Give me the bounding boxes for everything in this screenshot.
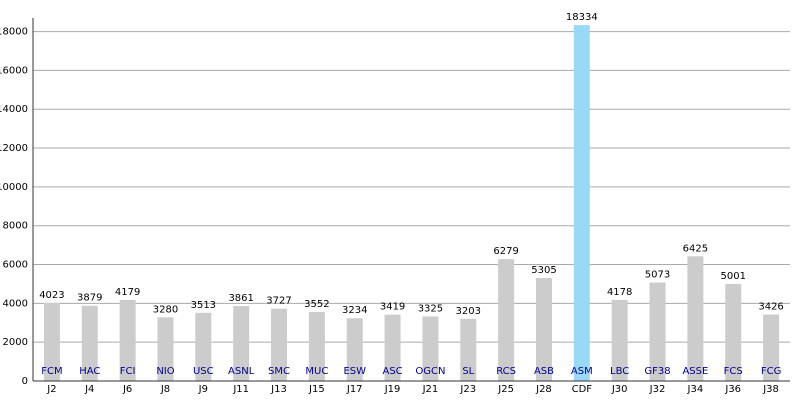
bar — [573, 25, 590, 381]
value-label: 3727 — [266, 296, 291, 307]
bar — [119, 299, 136, 381]
bar-label: ESW — [343, 366, 366, 377]
bar-label: SL — [462, 366, 474, 377]
x-tick-label: J4 — [84, 384, 94, 395]
value-label: 3879 — [77, 293, 102, 304]
x-tick-label: J30 — [611, 384, 628, 395]
value-label: 5305 — [531, 265, 556, 276]
x-tick-label: J9 — [198, 384, 208, 395]
value-label: 3552 — [304, 299, 329, 310]
bar — [687, 256, 704, 381]
x-tick-label: J34 — [687, 384, 704, 395]
value-label: 6425 — [683, 243, 708, 254]
value-label: 3234 — [342, 305, 367, 316]
y-tick-label: 0 — [22, 376, 28, 387]
bar — [535, 278, 552, 381]
bar-label: FCG — [761, 366, 781, 377]
x-tick-label: J8 — [160, 384, 170, 395]
bar — [498, 259, 515, 381]
bar — [81, 305, 98, 381]
bar — [725, 283, 742, 381]
bar-label: GF38 — [644, 366, 670, 377]
value-label: 4179 — [115, 287, 140, 298]
x-tick-label: J38 — [762, 384, 779, 395]
y-tick-label: 14000 — [0, 104, 28, 115]
value-label: 3513 — [191, 300, 216, 311]
value-label: 4178 — [607, 287, 632, 298]
value-label: 3861 — [228, 293, 253, 304]
bar — [195, 312, 212, 381]
value-label: 6279 — [493, 246, 518, 257]
bar-label: SMC — [268, 366, 290, 377]
value-label: 3203 — [456, 306, 481, 317]
bar-label: ASB — [534, 366, 554, 377]
x-tick-label: J21 — [422, 384, 439, 395]
bar — [233, 306, 250, 381]
x-tick-label: J19 — [384, 384, 401, 395]
y-tick-label: 12000 — [0, 143, 28, 154]
bar — [649, 282, 666, 381]
x-tick-label: CDF — [572, 384, 593, 395]
bar-label: MUC — [305, 366, 328, 377]
x-tick-label: J32 — [649, 384, 666, 395]
bar-label: ASSE — [682, 366, 708, 377]
x-tick-label: J25 — [497, 384, 514, 395]
value-label: 3426 — [758, 301, 783, 312]
y-tick-label: 6000 — [3, 260, 28, 271]
bar-label: HAC — [79, 366, 100, 377]
bar — [763, 314, 780, 381]
bar — [422, 316, 439, 381]
bar-label: FCS — [724, 366, 743, 377]
bar — [460, 318, 477, 381]
value-label: 4023 — [39, 290, 64, 301]
y-tick-label: 8000 — [3, 221, 28, 232]
x-tick-label: J36 — [724, 384, 741, 395]
bar-label: RCS — [496, 366, 516, 377]
bar-label: LBC — [610, 366, 629, 377]
bar — [308, 312, 325, 381]
x-tick-label: J23 — [459, 384, 476, 395]
value-label: 3280 — [153, 304, 178, 315]
bar — [157, 317, 174, 381]
x-tick-label: J17 — [346, 384, 363, 395]
x-tick-label: J28 — [535, 384, 552, 395]
x-tick-label: J11 — [232, 384, 249, 395]
y-tick-label: 10000 — [0, 182, 28, 193]
bar-label: FCI — [120, 366, 136, 377]
x-tick-label: J2 — [46, 384, 56, 395]
bar — [346, 318, 363, 381]
y-tick-label: 4000 — [3, 298, 28, 309]
value-label: 18334 — [566, 12, 598, 23]
y-tick-label: 16000 — [0, 65, 28, 76]
x-tick-label: J6 — [122, 384, 132, 395]
bar — [611, 299, 628, 381]
value-label: 3419 — [380, 302, 405, 313]
x-tick-label: J15 — [308, 384, 325, 395]
bar-label: OGCN — [415, 366, 445, 377]
bar-label: ASM — [571, 366, 593, 377]
bar-label: ASNL — [228, 366, 255, 377]
bar — [384, 314, 401, 381]
bar-label: ASC — [382, 366, 402, 377]
bar — [271, 308, 288, 381]
y-tick-label: 18000 — [0, 27, 28, 38]
bar-label: NIO — [156, 366, 174, 377]
value-label: 3325 — [418, 303, 443, 314]
bar-label: FCM — [41, 366, 62, 377]
bar — [43, 302, 60, 381]
y-tick-label: 2000 — [3, 337, 28, 348]
value-label: 5073 — [645, 270, 670, 281]
value-label: 5001 — [720, 271, 745, 282]
x-tick-label: J13 — [270, 384, 287, 395]
bar-label: USC — [193, 366, 214, 377]
